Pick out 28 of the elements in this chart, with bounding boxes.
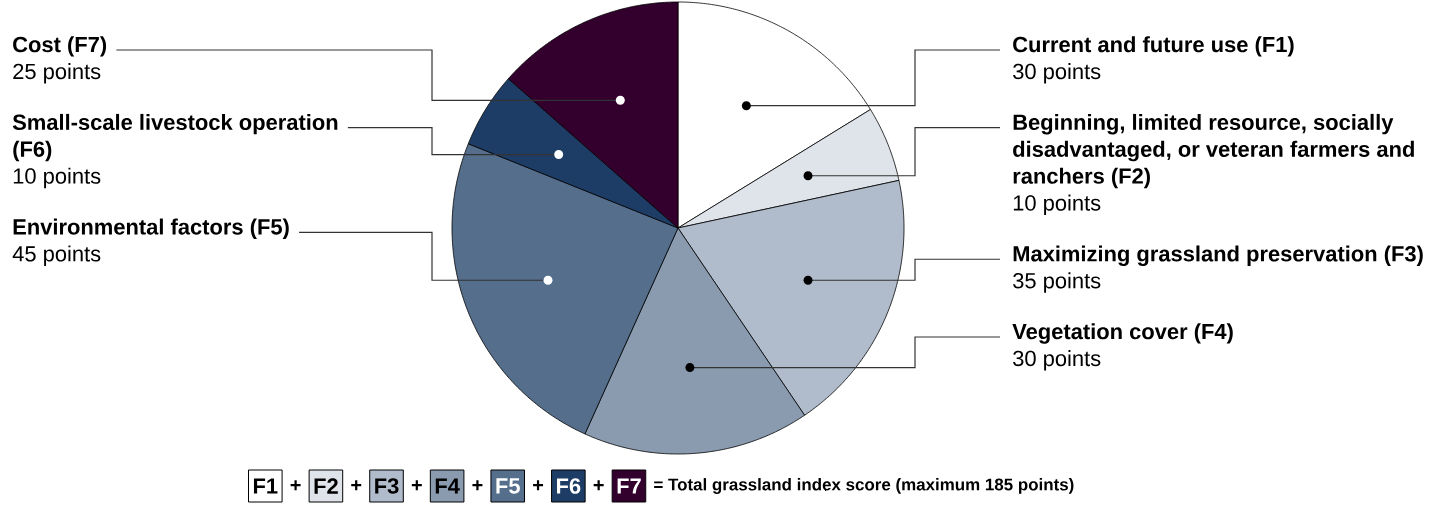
data-label: 30 points [1013, 350, 1101, 371]
text: + [593, 480, 604, 491]
slice-label: Vegetation cover (F4) [1012, 323, 1233, 344]
text: F4 [435, 478, 460, 494]
slice-label: Environmental factors (F5) [13, 218, 289, 239]
text: F7 [617, 478, 641, 494]
data-label: 10 points [13, 167, 101, 189]
data-label: 10 points [1013, 194, 1101, 216]
slice-label: Beginning, limited resource, socially disadvantaged, or veteran farmers and ranchers (F2) [1013, 113, 1414, 189]
data-label: 35 points [1013, 272, 1101, 293]
text: F1 [253, 478, 278, 494]
text: + [472, 480, 483, 491]
text: + [411, 480, 422, 491]
text: + [351, 480, 362, 491]
data-label: 25 points [13, 63, 101, 84]
data-label: 30 points [1013, 63, 1101, 84]
text: F2 [314, 478, 338, 494]
slice-label: Small-scale livestock operation (F6) [12, 113, 338, 162]
data-label: 45 points [12, 245, 101, 266]
text: + [533, 480, 544, 491]
text: F5 [496, 478, 520, 494]
text: F3 [375, 478, 399, 494]
slice-label: Cost (F7) [13, 36, 107, 57]
text: + [290, 480, 301, 491]
slice-label: Maximizing grassland preservation (F3) [1013, 245, 1423, 266]
slice-label: Current and future use (F1) [1013, 36, 1294, 57]
text: = Total grassland index score (maximum 185 points) [654, 478, 1074, 494]
text: F6 [557, 478, 581, 494]
